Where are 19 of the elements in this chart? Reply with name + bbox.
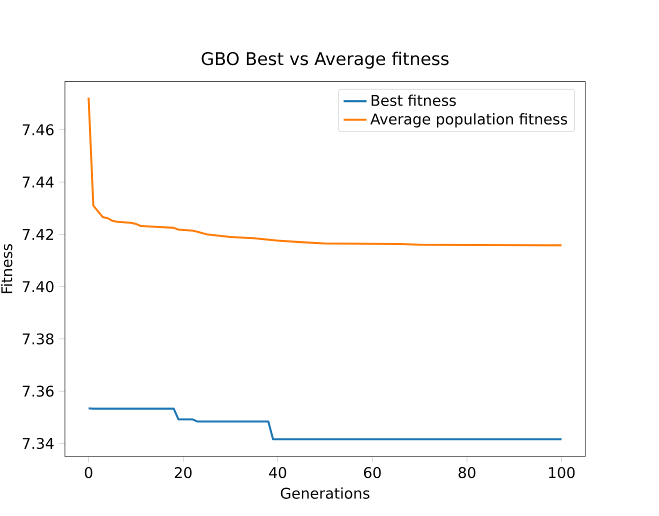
x-tick-label: 100 (549, 467, 575, 478)
line-series (88, 408, 563, 440)
x-tick-label: 80 (458, 467, 476, 478)
x-tick-label: 0 (84, 467, 92, 478)
x-tick-label: 40 (269, 467, 286, 478)
y-tick-label: 7.40 (22, 281, 54, 292)
x-tick-label: 20 (174, 467, 192, 478)
x-axis-title: Generations (280, 488, 370, 499)
y-tick-label: 7.42 (22, 228, 53, 240)
y-tick-label: 7.44 (22, 176, 54, 188)
legend-label: Best fitness (372, 94, 456, 106)
chart-title: GBO Best vs Average fitness (202, 52, 449, 69)
y-tick-label: 7.36 (22, 386, 54, 397)
y-tick-label: 7.34 (22, 438, 54, 450)
legend-label: Average population fitness (370, 113, 568, 128)
y-tick-label: 7.38 (22, 333, 54, 345)
x-tick-label: 60 (364, 467, 381, 478)
y-axis-title: Fitness (0, 244, 12, 294)
y-tick-label: 7.46 (22, 124, 54, 136)
